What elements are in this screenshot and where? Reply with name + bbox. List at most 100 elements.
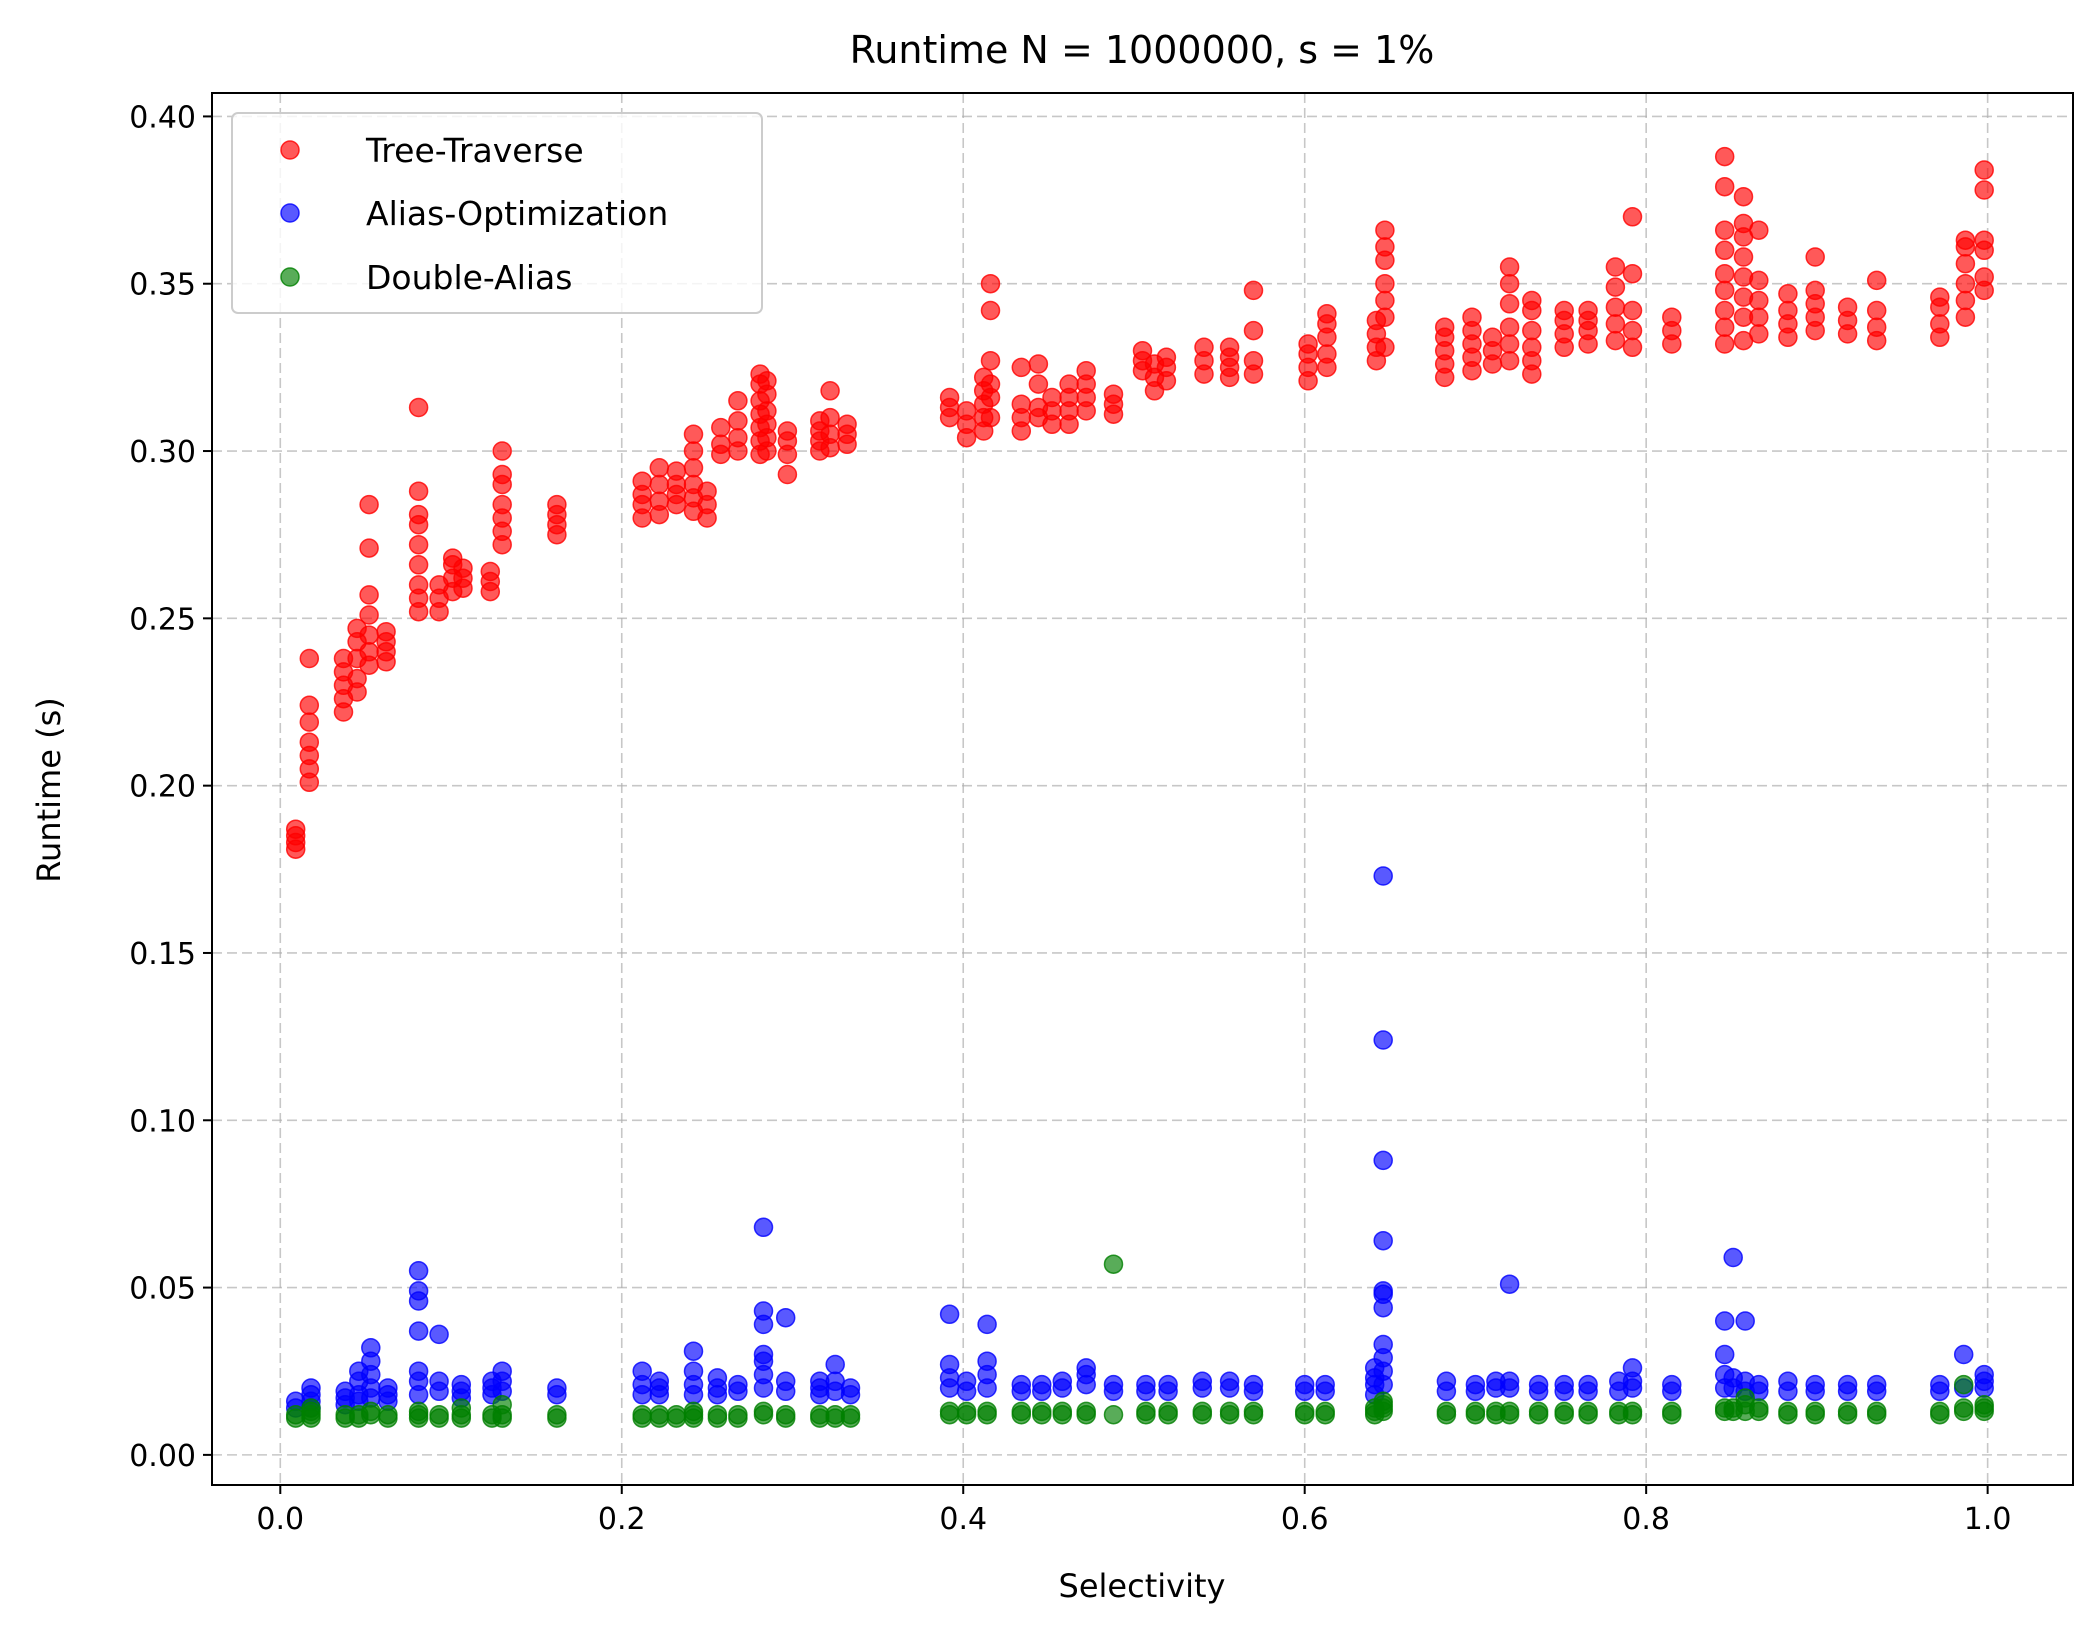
y-tick-label: 0.40 xyxy=(129,100,196,135)
grid xyxy=(212,93,2073,1485)
data-point xyxy=(1499,273,1520,294)
data-point xyxy=(1714,334,1735,354)
data-point xyxy=(711,434,731,455)
data-point xyxy=(1749,1374,1769,1395)
data-point xyxy=(707,1368,728,1388)
data-point xyxy=(980,374,1001,394)
data-point xyxy=(1714,263,1735,284)
data-point xyxy=(1103,1254,1124,1274)
data-point xyxy=(1375,337,1395,358)
data-point xyxy=(1011,1401,1032,1422)
data-point xyxy=(1805,247,1825,267)
data-point xyxy=(480,561,501,582)
data-point xyxy=(1042,387,1062,408)
data-point xyxy=(1436,1401,1457,1422)
data-point xyxy=(1375,290,1395,311)
data-point xyxy=(728,1374,748,1395)
data-point xyxy=(1749,307,1769,327)
data-point xyxy=(1714,317,1735,337)
data-point xyxy=(299,648,320,669)
data-point xyxy=(1076,1358,1096,1378)
data-point xyxy=(1662,307,1682,327)
data-point xyxy=(632,1404,652,1425)
data-point xyxy=(777,464,798,485)
data-point xyxy=(359,625,379,645)
data-point xyxy=(757,401,777,421)
data-point xyxy=(956,1401,977,1422)
x-tick-label: 1.0 xyxy=(1964,1502,2012,1537)
data-point xyxy=(1522,337,1542,358)
data-point xyxy=(977,1401,997,1422)
data-point xyxy=(1103,1374,1124,1395)
data-point xyxy=(1778,300,1798,321)
data-point xyxy=(683,441,704,461)
data-point xyxy=(1955,253,1976,274)
data-point xyxy=(1465,1374,1486,1395)
data-point xyxy=(451,1398,472,1418)
data-point xyxy=(1714,220,1735,240)
data-point xyxy=(711,417,731,438)
data-point xyxy=(753,1217,774,1238)
data-point xyxy=(820,381,840,401)
data-point xyxy=(1974,1364,1994,1385)
data-point xyxy=(825,1354,845,1375)
data-point xyxy=(492,494,512,515)
data-point xyxy=(1192,1401,1213,1422)
data-point xyxy=(649,491,670,511)
data-point xyxy=(840,1378,861,1398)
data-point xyxy=(1375,307,1395,327)
data-point xyxy=(408,1401,429,1422)
data-point xyxy=(408,1361,429,1381)
data-point xyxy=(683,458,704,478)
data-point xyxy=(837,414,857,435)
data-point xyxy=(376,621,396,642)
y-axis-label: Runtime (s) xyxy=(30,697,68,882)
data-point xyxy=(820,407,840,428)
data-point xyxy=(980,273,1001,294)
y-tick-label: 0.25 xyxy=(129,602,196,637)
data-point xyxy=(1714,240,1735,261)
data-point xyxy=(1315,1374,1335,1395)
data-point xyxy=(492,1394,512,1415)
data-point xyxy=(1866,300,1887,321)
data-point xyxy=(683,424,704,445)
data-point xyxy=(939,1354,960,1375)
data-point xyxy=(1953,1398,1974,1418)
data-point xyxy=(1028,354,1049,374)
data-point xyxy=(1499,1371,1520,1392)
data-point xyxy=(1974,267,1994,287)
data-point xyxy=(299,695,320,716)
data-point xyxy=(1528,1374,1549,1395)
data-point xyxy=(361,1401,381,1422)
x-tick-label: 0.8 xyxy=(1622,1502,1670,1537)
y-tick-label: 0.10 xyxy=(129,1104,196,1139)
data-point xyxy=(649,458,670,478)
legend-label-double-alias: Double-Alias xyxy=(366,258,572,297)
data-point xyxy=(980,350,1001,371)
plot-frame xyxy=(211,92,2074,1486)
data-point xyxy=(429,1324,449,1345)
data-point xyxy=(1522,290,1542,311)
data-point xyxy=(453,558,473,578)
legend-marker-alias-optimization xyxy=(280,203,300,223)
data-point xyxy=(429,1404,449,1425)
data-point xyxy=(1735,1388,1755,1408)
data-point xyxy=(451,1374,472,1395)
data-point xyxy=(1192,1371,1213,1392)
data-point xyxy=(1375,220,1395,240)
data-point xyxy=(980,407,1001,428)
y-tick-label: 0.00 xyxy=(129,1439,196,1474)
data-point xyxy=(1714,1344,1735,1365)
data-point xyxy=(408,1281,429,1301)
data-point xyxy=(1974,180,1994,200)
data-point xyxy=(1749,290,1769,311)
x-tick-label: 0.6 xyxy=(1281,1502,1329,1537)
data-point xyxy=(1605,277,1626,297)
x-tick-label: 0.2 xyxy=(598,1502,646,1537)
data-point xyxy=(1955,307,1976,327)
data-point xyxy=(697,481,717,501)
data-point xyxy=(1032,1374,1052,1395)
data-point xyxy=(1499,257,1520,277)
data-point xyxy=(1554,1374,1574,1395)
data-point xyxy=(361,1338,381,1358)
